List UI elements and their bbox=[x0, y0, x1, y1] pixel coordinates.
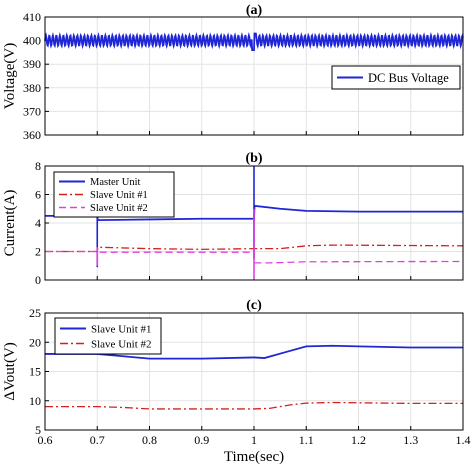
y-tick-label: 390 bbox=[23, 57, 41, 71]
y-tick-label: 4 bbox=[35, 216, 41, 230]
y-tick-label: 8 bbox=[35, 159, 41, 173]
y-tick-label: 410 bbox=[23, 10, 41, 24]
y-tick-label: 370 bbox=[23, 104, 41, 118]
x-tick-label: 0.7 bbox=[90, 433, 105, 447]
y-tick-label: 6 bbox=[35, 188, 41, 202]
y-axis-label: Voltage(V) bbox=[2, 43, 18, 109]
legend-label: Slave Unit #2 bbox=[91, 338, 152, 350]
y-tick-label: 10 bbox=[29, 394, 41, 408]
y-tick-label: 5 bbox=[35, 423, 41, 437]
x-tick-label: 1.4 bbox=[456, 433, 471, 447]
legend-box bbox=[54, 317, 162, 355]
x-tick-label: 1 bbox=[251, 433, 257, 447]
legend-box bbox=[53, 171, 175, 218]
series-line-1 bbox=[45, 401, 463, 410]
y-tick-label: 380 bbox=[23, 81, 41, 95]
x-tick-label: 0.6 bbox=[38, 433, 53, 447]
panel-0: 360 370 380 390 400 410 (a) Voltage(V) DC Bus Vo… bbox=[2, 3, 464, 142]
panel-2: 5 10 15 20 25 0.6 0.7 0.8 0.9 1 1.1 1.2 1.3 1.4 (c) ΔVo… bbox=[2, 298, 471, 465]
legend: Master Unit Slave Unit #1 Slave Unit #2 bbox=[53, 171, 175, 218]
y-tick-label: 400 bbox=[23, 34, 41, 48]
legend: Slave Unit #1 Slave Unit #2 bbox=[54, 317, 162, 355]
panel-title: (b) bbox=[245, 151, 262, 166]
y-tick-label: 25 bbox=[29, 306, 41, 320]
panel-title: (c) bbox=[246, 298, 262, 313]
y-axis-label: ΔVout(V) bbox=[2, 342, 18, 401]
legend-label: Slave Unit #1 bbox=[91, 323, 152, 335]
legend-label: Slave Unit #2 bbox=[90, 203, 148, 214]
series-line-0 bbox=[44, 31, 464, 51]
axes-frame bbox=[44, 165, 464, 281]
y-tick-label: 2 bbox=[35, 245, 41, 259]
y-tick-label: 360 bbox=[23, 128, 41, 142]
legend-box bbox=[331, 65, 461, 90]
x-tick-label: 0.8 bbox=[142, 433, 157, 447]
legend-label: Slave Unit #1 bbox=[90, 190, 148, 201]
x-tick-label: 1.3 bbox=[403, 433, 418, 447]
y-tick-label: 0 bbox=[35, 273, 41, 287]
panel-1: 0 2 4 6 8 (b) Current(A) Master Unit Slave Unit … bbox=[2, 151, 464, 287]
y-axis-label: Current(A) bbox=[2, 190, 18, 257]
x-tick-label: 1.2 bbox=[351, 433, 366, 447]
legend-label: DC Bus Voltage bbox=[368, 71, 449, 85]
y-tick-label: 20 bbox=[29, 335, 41, 349]
x-tick-label: 0.9 bbox=[194, 433, 209, 447]
x-tick-label: 1.1 bbox=[299, 433, 314, 447]
legend-label: Master Unit bbox=[90, 177, 141, 188]
panel-title: (a) bbox=[246, 3, 263, 18]
y-tick-label: 15 bbox=[29, 365, 41, 379]
series-line-0 bbox=[45, 344, 463, 360]
legend: DC Bus Voltage bbox=[331, 65, 461, 90]
x-axis-label: Time(sec) bbox=[224, 449, 284, 465]
axes-frame bbox=[44, 16, 464, 136]
axes-frame bbox=[44, 312, 464, 431]
